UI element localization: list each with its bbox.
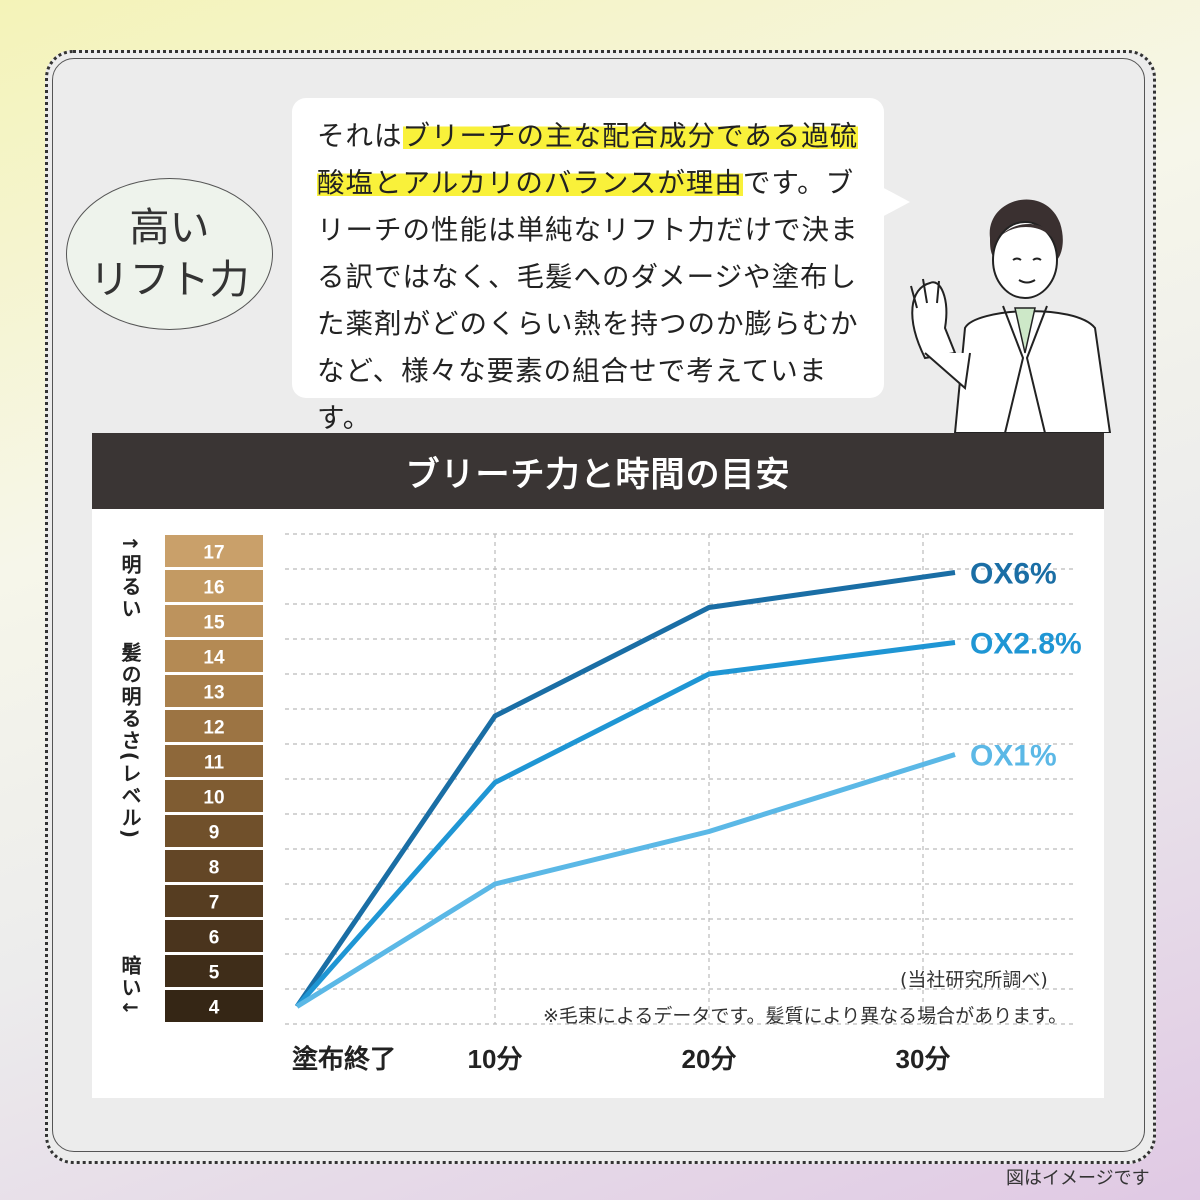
- y-axis-label-dark: 暗い↓: [118, 955, 142, 1018]
- series-line-1: [295, 640, 956, 1009]
- level-label: 9: [209, 823, 220, 844]
- x-tick-label: 30分: [896, 1044, 951, 1074]
- level-bar: [165, 815, 263, 847]
- level-bar: [165, 990, 263, 1022]
- source-note: (当社研究所調べ): [900, 969, 1048, 991]
- level-label: 15: [203, 613, 225, 634]
- speech-bubble-text: それはブリーチの主な配合成分である過硫酸塩とアルカリのバランスが理由です。ブリー…: [317, 113, 877, 442]
- level-bar: [165, 885, 263, 917]
- level-bar: [165, 710, 263, 742]
- data-disclaimer: ※毛束によるデータです。髪質により異なる場合があります。: [543, 1005, 1068, 1027]
- series-label: OX6%: [970, 558, 1057, 591]
- chart-title: ブリーチ力と時間の目安: [92, 433, 1104, 509]
- level-label: 10: [203, 788, 224, 809]
- y-axis-label-bright: ↑明るい 髪の明るさ(レベル): [118, 535, 142, 841]
- level-label: 4: [209, 998, 220, 1019]
- bubble-text-rest: です。ブリーチの性能は単純なリフト力だけで決まる訳ではなく、毛髪へのダメージや塗…: [317, 167, 859, 434]
- speech-bubble-tail: [880, 186, 910, 218]
- badge-line1: 高い: [129, 205, 210, 251]
- level-label: 6: [209, 928, 220, 949]
- level-bar: [165, 535, 263, 567]
- level-bar: [165, 920, 263, 952]
- level-bar: [165, 640, 263, 672]
- level-label: 7: [209, 893, 220, 914]
- level-bar: [165, 745, 263, 777]
- series-label: OX2.8%: [970, 628, 1082, 661]
- doctor-illustration: [910, 199, 1112, 433]
- series-label: OX1%: [970, 740, 1057, 773]
- level-label: 8: [209, 858, 220, 879]
- level-label: 13: [203, 683, 224, 704]
- series-line-0: [294, 570, 956, 1008]
- level-label: 14: [203, 648, 225, 669]
- series-line-2: [295, 752, 956, 1009]
- x-tick-label: 10分: [468, 1044, 523, 1074]
- x-tick-label: 20分: [682, 1044, 737, 1074]
- level-label: 12: [203, 718, 224, 739]
- level-label: 5: [209, 963, 220, 984]
- level-bar: [165, 780, 263, 812]
- level-bar: [165, 570, 263, 602]
- x-tick-label: 塗布終了: [292, 1044, 396, 1074]
- level-label: 16: [203, 578, 224, 599]
- feature-badge: 高い リフト力: [66, 178, 273, 330]
- bubble-text-intro: それは: [317, 120, 403, 152]
- level-bar: [165, 850, 263, 882]
- level-label: 17: [203, 543, 224, 564]
- level-bar: [165, 675, 263, 707]
- level-bar: [165, 605, 263, 637]
- level-label: 11: [204, 753, 225, 774]
- badge-line2: リフト力: [89, 257, 250, 303]
- level-bar: [165, 955, 263, 987]
- image-footnote: 図はイメージです: [1006, 1168, 1150, 1189]
